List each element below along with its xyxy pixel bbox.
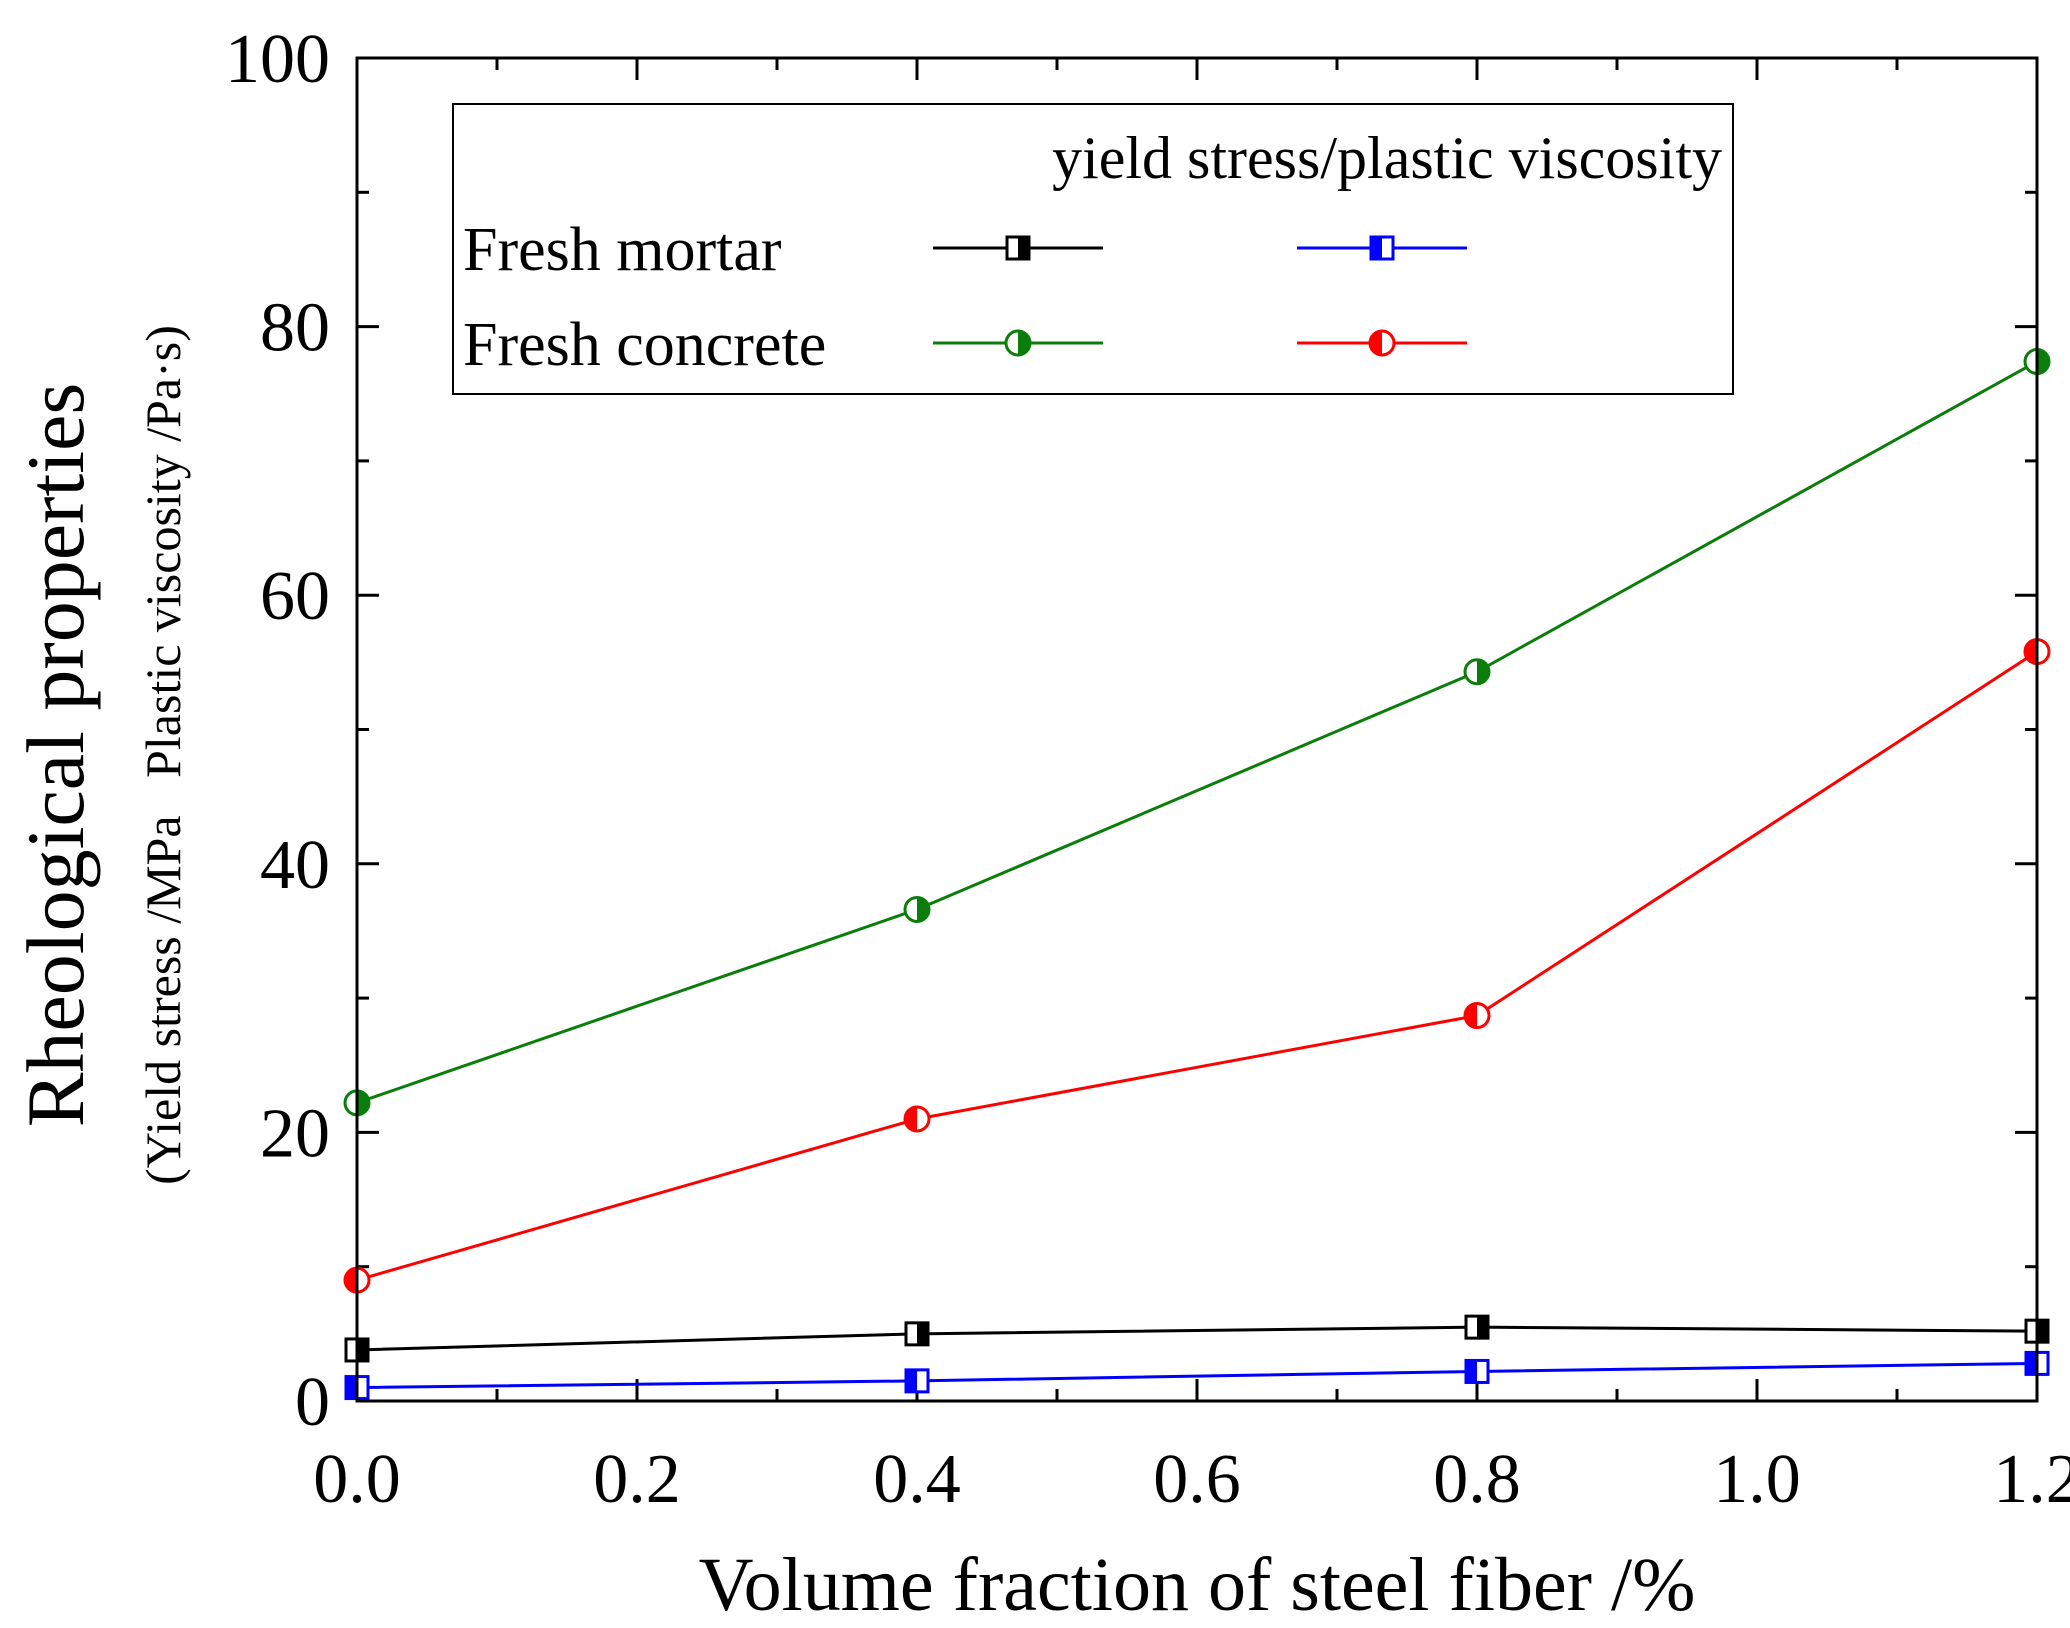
legend: yield stress/plastic viscosity Fresh mor… xyxy=(452,103,1734,395)
series-2-point-2 xyxy=(1463,658,1491,686)
series-3-point-2 xyxy=(1463,1002,1491,1030)
y-tick-label: 80 xyxy=(260,290,330,367)
x-axis-label: Volume fraction of steel fiber /% xyxy=(699,1543,1696,1627)
series-1-point-2 xyxy=(1464,1358,1490,1384)
x-tick-label: 0.6 xyxy=(1153,1441,1241,1518)
y-tick-label: 40 xyxy=(260,827,330,904)
y-axis-sublabel: (Yield stress /MPa Plastic viscosity /Pa… xyxy=(135,325,191,1185)
x-tick-label: 0.8 xyxy=(1433,1441,1521,1518)
x-tick-label: 1.0 xyxy=(1713,1441,1801,1518)
legend-marker-2 xyxy=(1004,329,1032,357)
legend-marker-0 xyxy=(1005,235,1031,261)
y-tick-label: 60 xyxy=(260,558,330,635)
legend-marker-1 xyxy=(1369,235,1395,261)
y-tick-label: 20 xyxy=(260,1095,330,1172)
x-tick-label: 0.0 xyxy=(313,1441,401,1518)
legend-row-fresh-concrete: Fresh concrete xyxy=(463,311,826,379)
series-3-point-1 xyxy=(903,1105,931,1133)
series-0-point-2 xyxy=(1464,1314,1490,1340)
y-tick-label: 0 xyxy=(295,1364,330,1441)
series-line-2 xyxy=(356,360,2038,1105)
series-2-point-1 xyxy=(903,895,931,923)
x-tick-label: 1.2 xyxy=(1993,1441,2070,1518)
plot-frame xyxy=(355,56,2039,1403)
y-axis-label: Rheological properties xyxy=(10,383,101,1128)
series-0-point-1 xyxy=(904,1321,930,1347)
legend-samples xyxy=(933,235,1467,357)
series-line-1 xyxy=(356,1361,2038,1390)
axis-ticks: 0.0 0.2 0.4 0.6 0.8 1.0 1.2 0 20 40 60 80 100 xyxy=(225,21,2070,1518)
legend-marker-3 xyxy=(1368,329,1396,357)
series-line-3 xyxy=(356,650,2038,1282)
x-tick-label: 0.2 xyxy=(593,1441,681,1518)
x-tick-label: 0.4 xyxy=(873,1441,961,1518)
series-1-point-1 xyxy=(904,1368,930,1394)
y-tick-label: 100 xyxy=(225,21,330,98)
legend-header: yield stress/plastic viscosity xyxy=(1052,125,1722,191)
legend-row-fresh-mortar: Fresh mortar xyxy=(463,216,782,284)
series-line-0 xyxy=(356,1325,2038,1352)
